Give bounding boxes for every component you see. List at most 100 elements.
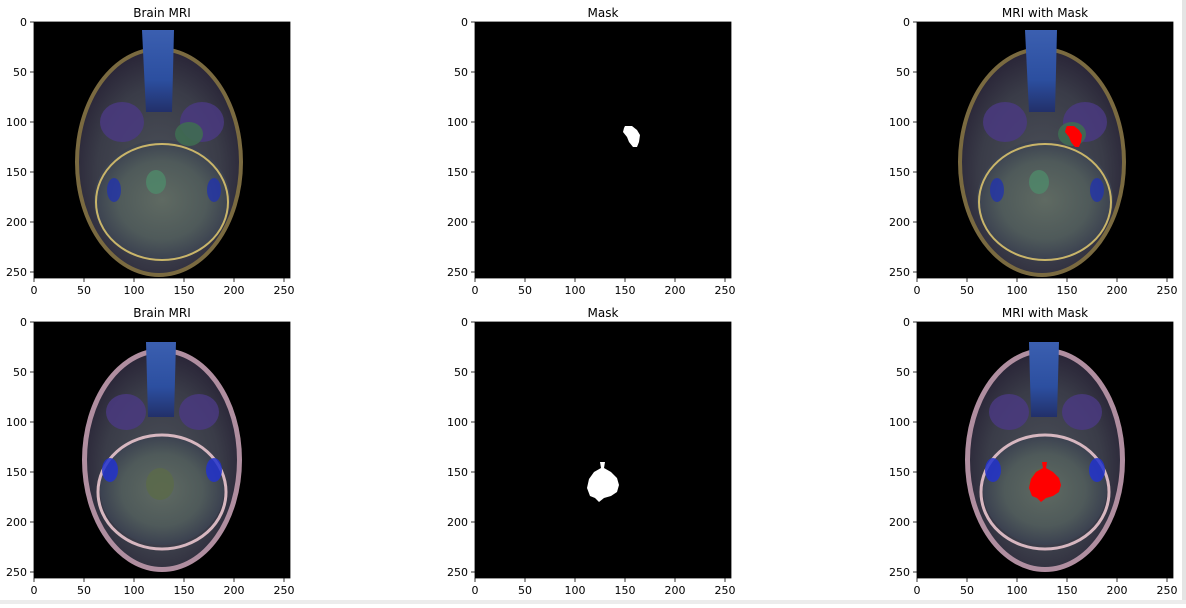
y-tick-label: 100: [889, 416, 910, 429]
x-tick-label: 250: [715, 284, 736, 297]
x-tick-label: 250: [715, 584, 736, 597]
panel-6: MRI with Mask 0 50 100 150 200 250 0 50 100 150 200…: [889, 306, 1178, 597]
y-tick-label: 50: [13, 66, 27, 79]
axes-frame: [33, 321, 291, 579]
y-tick-label: 100: [447, 416, 468, 429]
figure-bottom-edge: [0, 600, 1186, 604]
y-tick-label: 0: [20, 16, 27, 29]
nasal-cavity: [146, 342, 176, 417]
x-tick-label: 100: [1007, 284, 1028, 297]
skull-outline: [978, 143, 1112, 261]
x-tick-label: 250: [274, 284, 295, 297]
panel-title: Brain MRI: [133, 6, 191, 20]
y-tick-label: 50: [896, 366, 910, 379]
x-tick-label: 0: [31, 284, 38, 297]
left-vessel: [102, 458, 118, 482]
x-tick-label: 250: [274, 584, 295, 597]
x-tick-label: 200: [224, 284, 245, 297]
figure-right-edge: [1182, 0, 1186, 604]
y-tick-label: 50: [13, 366, 27, 379]
y-tick-label: 250: [889, 266, 910, 279]
y-tick-label: 250: [447, 266, 468, 279]
y-tick-label: 150: [889, 166, 910, 179]
panel-1: Brain MRI 0 50 100 150 200 250 0 50 100 150 200 250: [6, 6, 295, 297]
panel-5: Mask 0 50 100 150 200 250 0 50 100 150 200 250: [447, 306, 736, 597]
x-tick-label: 150: [174, 584, 195, 597]
left-vessel: [985, 458, 1001, 482]
x-tick-label: 100: [124, 284, 145, 297]
axes-frame: [916, 21, 1174, 279]
y-tick-label: 250: [889, 566, 910, 579]
skull-outline: [95, 143, 229, 261]
x-tick-label: 150: [615, 584, 636, 597]
brain-tissue: [977, 140, 1113, 260]
x-tick-label: 50: [518, 584, 532, 597]
left-vessel: [107, 178, 121, 202]
panel-title: MRI with Mask: [1002, 6, 1088, 20]
panel-title: Mask: [588, 6, 619, 20]
skull-outline: [96, 433, 228, 551]
overlay-mask-region: [1065, 126, 1082, 147]
panel-4: Brain MRI 0 50 100 150 200 250 0 50 100 150 200 250: [6, 306, 295, 597]
x-tick-label: 50: [77, 584, 91, 597]
y-tick-label: 200: [6, 516, 27, 529]
left-orbit: [100, 102, 144, 142]
mask-region: [587, 462, 619, 502]
x-tick-label: 50: [960, 584, 974, 597]
y-tick-label: 200: [889, 516, 910, 529]
x-tick-label: 200: [1107, 584, 1128, 597]
left-orbit: [106, 394, 146, 430]
x-tick-label: 100: [1007, 584, 1028, 597]
x-tick-label: 250: [1157, 284, 1178, 297]
image-overlay: [917, 322, 1173, 578]
right-vessel: [206, 458, 222, 482]
panel-title: MRI with Mask: [1002, 306, 1088, 320]
image-mri: [34, 22, 290, 278]
left-vessel: [990, 178, 1004, 202]
panel-title: Mask: [588, 306, 619, 320]
axes-frame: [474, 321, 732, 579]
y-tick-label: 100: [447, 116, 468, 129]
right-vessel: [1090, 178, 1104, 202]
x-tick-label: 200: [665, 584, 686, 597]
mask-region: [623, 126, 640, 147]
panel-title: Brain MRI: [133, 306, 191, 320]
y-tick-label: 0: [20, 316, 27, 329]
axes-frame: [474, 21, 732, 279]
y-tick-label: 100: [6, 116, 27, 129]
y-tick-label: 50: [896, 66, 910, 79]
y-tick-label: 200: [6, 216, 27, 229]
left-orbit: [989, 394, 1029, 430]
x-tick-label: 100: [124, 584, 145, 597]
overlay-mask-region: [1029, 462, 1061, 502]
x-tick-label: 200: [224, 584, 245, 597]
x-tick-label: 50: [518, 284, 532, 297]
brainstem: [146, 170, 166, 194]
x-tick-label: 0: [914, 584, 921, 597]
x-tick-label: 200: [1107, 284, 1128, 297]
panel-2: Mask 0 50 100 150 200 250 0 50 100 150 200 250: [447, 6, 736, 297]
y-tick-label: 0: [461, 316, 468, 329]
right-vessel: [1089, 458, 1105, 482]
right-orbit: [179, 394, 219, 430]
x-tick-label: 150: [615, 284, 636, 297]
x-tick-label: 150: [1057, 284, 1078, 297]
x-tick-label: 100: [565, 284, 586, 297]
image-background: [475, 22, 731, 278]
nasal-cavity: [1025, 30, 1057, 112]
y-tick-label: 150: [447, 466, 468, 479]
y-tick-label: 100: [889, 116, 910, 129]
nasal-cavity: [1029, 342, 1059, 417]
right-vessel: [207, 178, 221, 202]
x-tick-label: 50: [960, 284, 974, 297]
right-orbit: [1062, 394, 1102, 430]
y-tick-label: 0: [461, 16, 468, 29]
nasal-cavity: [142, 30, 174, 112]
y-tick-label: 150: [447, 166, 468, 179]
x-tick-label: 150: [1057, 584, 1078, 597]
skull-outline: [979, 433, 1111, 551]
x-tick-label: 200: [665, 284, 686, 297]
y-tick-label: 150: [6, 166, 27, 179]
